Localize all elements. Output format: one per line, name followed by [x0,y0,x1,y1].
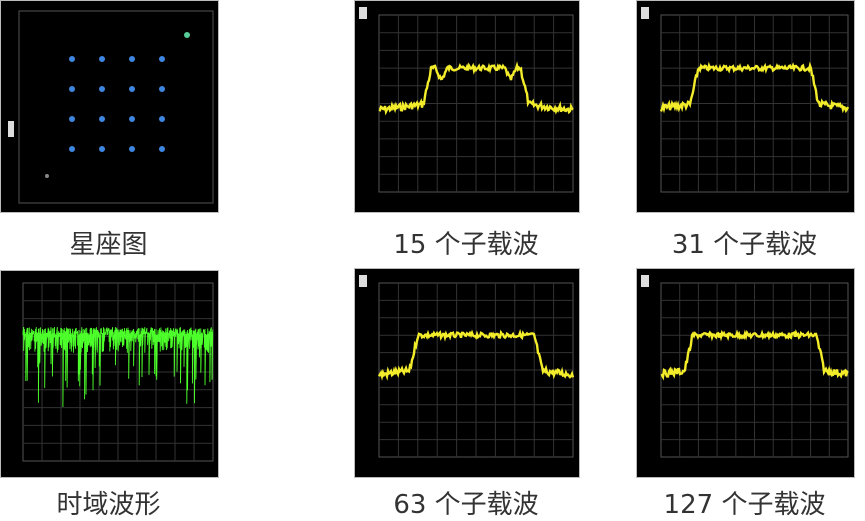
logo-icon [641,7,649,19]
spectrum-15-panel [354,0,580,213]
constellation-point [159,146,165,152]
spectrum-trace [378,61,574,116]
spectrum-31-subcarriers [641,7,850,193]
spectrum-trace [659,61,850,114]
spectrum-trace [660,329,849,381]
caption-31: 31 个子载波 [671,230,818,260]
constellation-point [69,56,75,62]
constellation-point [69,146,75,152]
caption-time: 时域波形 [56,490,161,520]
time-panel [0,270,219,478]
spectrum-trace [377,328,575,381]
logo-icon [359,7,367,19]
time-trace [22,327,214,408]
constellation-point [129,146,135,152]
constellation-diagram [8,10,214,204]
constellation-point [159,116,165,122]
spectrum-127-subcarriers [641,275,849,458]
spectrum-127-panel [636,268,855,478]
constellation-point [129,116,135,122]
plot-frame [18,10,214,204]
logo-icon [641,275,649,287]
constellation-point [45,174,49,178]
time-domain-waveform [22,282,214,462]
constellation-point [69,86,75,92]
logo-icon [359,275,367,287]
axis-marker [8,121,14,137]
caption-63: 63 个子载波 [393,490,539,520]
constellation-point [129,56,135,62]
caption-constellation: 星座图 [69,230,148,260]
constellation-point [99,86,105,92]
spectrum-63-subcarriers [359,275,575,458]
spectrum-63-panel [354,268,580,478]
caption-15: 15 个子载波 [393,230,539,260]
constellation-point [184,32,190,38]
constellation-point [129,86,135,92]
spectrum-15-subcarriers [359,7,574,193]
constellation-panel [0,0,219,213]
constellation-point [159,56,165,62]
constellation-point [69,116,75,122]
constellation-point [99,116,105,122]
constellation-point [99,146,105,152]
spectrum-31-panel [636,0,855,213]
caption-127: 127 个子载波 [663,490,826,520]
constellation-point [159,86,165,92]
constellation-point [99,56,105,62]
